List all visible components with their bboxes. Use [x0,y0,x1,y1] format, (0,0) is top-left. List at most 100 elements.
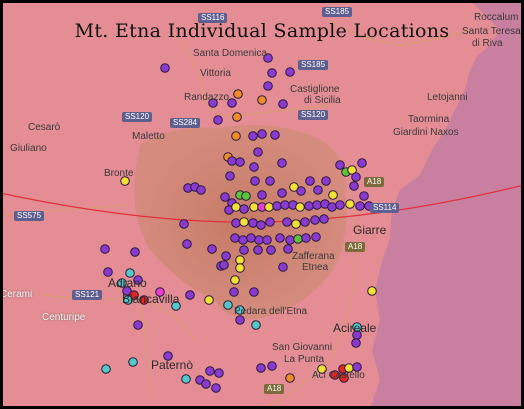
sample-point-orange[interactable] [257,95,267,105]
sample-point-purple[interactable] [355,201,365,211]
sample-point-purple[interactable] [283,244,293,254]
sample-point-green[interactable] [293,234,303,244]
sample-point-orange[interactable] [232,112,242,122]
sample-point-purple[interactable] [313,185,323,195]
sample-point-purple[interactable] [196,185,206,195]
sample-point-purple[interactable] [235,157,245,167]
sample-point-purple[interactable] [182,239,192,249]
sample-point-purple[interactable] [285,235,295,245]
sample-point-yellow[interactable] [345,199,355,209]
sample-point-cyan[interactable] [128,357,138,367]
sample-point-cyan[interactable] [181,374,191,384]
sample-point-yellow[interactable] [239,217,249,227]
sample-point-purple[interactable] [229,287,239,297]
sample-point-purple[interactable] [253,245,263,255]
sample-point-cyan[interactable] [101,364,111,374]
sample-point-purple[interactable] [103,267,113,277]
sample-point-purple[interactable] [349,181,359,191]
sample-point-purple[interactable] [257,129,267,139]
sample-point-purple[interactable] [351,172,361,182]
sample-point-purple[interactable] [359,191,369,201]
sample-point-purple[interactable] [262,235,272,245]
sample-point-purple[interactable] [214,368,224,378]
sample-point-orange[interactable] [233,89,243,99]
sample-point-purple[interactable] [277,188,287,198]
sample-point-purple[interactable] [100,244,110,254]
sample-point-yellow[interactable] [249,202,259,212]
sample-point-purple[interactable] [270,130,280,140]
sample-point-purple[interactable] [319,214,329,224]
sample-point-purple[interactable] [265,217,275,227]
sample-point-purple[interactable] [335,160,345,170]
sample-point-yellow[interactable] [264,202,274,212]
sample-point-purple[interactable] [277,158,287,168]
sample-point-yellow[interactable] [295,202,305,212]
sample-point-purple[interactable] [265,176,275,186]
sample-point-cyan[interactable] [223,300,233,310]
sample-point-purple[interactable] [312,200,322,210]
sample-point-purple[interactable] [301,233,311,243]
sample-point-purple[interactable] [351,338,361,348]
sample-point-purple[interactable] [285,67,295,77]
sample-point-orange[interactable] [231,131,241,141]
sample-point-purple[interactable] [250,176,260,186]
sample-point-purple[interactable] [254,235,264,245]
sample-point-yellow[interactable] [230,275,240,285]
sample-point-purple[interactable] [296,186,306,196]
sample-point-purple[interactable] [248,218,258,228]
sample-point-orange[interactable] [285,373,295,383]
sample-point-purple[interactable] [311,232,321,242]
sample-point-purple[interactable] [321,176,331,186]
sample-point-purple[interactable] [249,162,259,172]
sample-point-purple[interactable] [327,202,337,212]
sample-point-yellow[interactable] [367,286,377,296]
sample-point-purple[interactable] [305,176,315,186]
sample-point-purple[interactable] [266,245,276,255]
sample-point-purple[interactable] [213,115,223,125]
sample-point-purple[interactable] [267,68,277,78]
sample-point-purple[interactable] [282,217,292,227]
sample-point-purple[interactable] [133,320,143,330]
sample-point-purple[interactable] [335,200,345,210]
sample-point-purple[interactable] [239,204,249,214]
sample-point-purple[interactable] [248,131,258,141]
sample-point-purple[interactable] [304,201,314,211]
sample-point-purple[interactable] [278,99,288,109]
sample-point-purple[interactable] [300,217,310,227]
sample-point-purple[interactable] [130,247,140,257]
sample-point-purple[interactable] [227,156,237,166]
sample-point-purple[interactable] [185,290,195,300]
sample-point-purple[interactable] [278,262,288,272]
sample-point-yellow[interactable] [291,219,301,229]
sample-point-purple[interactable] [205,366,215,376]
sample-point-purple[interactable] [256,220,266,230]
sample-point-purple[interactable] [263,81,273,91]
sample-point-yellow[interactable] [231,202,241,212]
sample-point-purple[interactable] [239,245,249,255]
sample-point-cyan[interactable] [251,320,261,330]
sample-point-purple[interactable] [253,147,263,157]
sample-point-purple[interactable] [357,158,367,168]
sample-point-yellow[interactable] [204,295,214,305]
sample-point-purple[interactable] [160,63,170,73]
sample-point-purple[interactable] [207,244,217,254]
sample-point-yellow[interactable] [328,190,338,200]
sample-point-purple[interactable] [211,383,221,393]
sample-point-purple[interactable] [280,200,290,210]
sample-point-yellow[interactable] [235,263,245,273]
sample-point-purple[interactable] [267,361,277,371]
sample-point-green[interactable] [241,191,251,201]
sample-point-purple[interactable] [249,287,259,297]
sample-point-yellow[interactable] [235,255,245,265]
sample-point-purple[interactable] [230,233,240,243]
sample-point-purple[interactable] [310,215,320,225]
sample-point-purple[interactable] [238,235,248,245]
sample-point-purple[interactable] [179,219,189,229]
sample-point-purple[interactable] [219,260,229,270]
sample-point-purple[interactable] [220,192,230,202]
sample-point-purple[interactable] [246,233,256,243]
sample-point-purple[interactable] [272,201,282,211]
sample-point-purple[interactable] [256,363,266,373]
sample-point-purple[interactable] [275,233,285,243]
